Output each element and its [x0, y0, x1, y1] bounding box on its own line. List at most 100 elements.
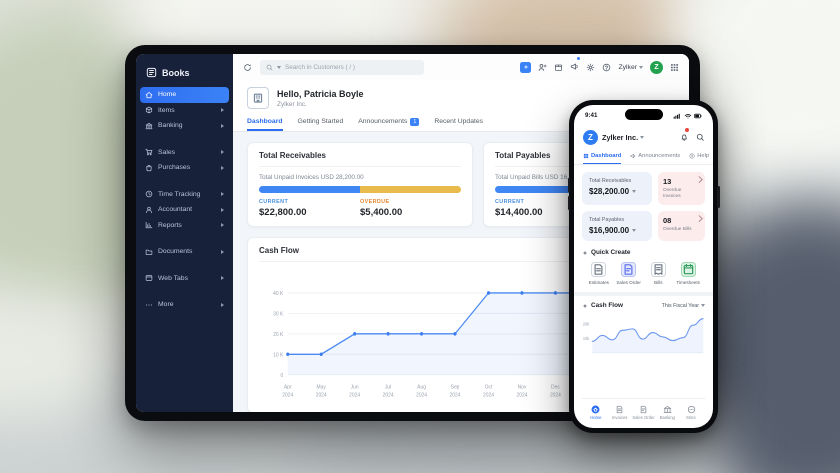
receivables-bar-current	[259, 186, 360, 193]
wifi-icon	[684, 112, 692, 120]
invite-user-icon[interactable]	[538, 63, 547, 72]
books-logo-icon	[146, 67, 157, 78]
user-avatar[interactable]: Z	[650, 60, 663, 74]
svg-text:0: 0	[280, 373, 283, 379]
svg-text:2024: 2024	[282, 392, 293, 398]
expand-arrow-icon[interactable]	[221, 150, 224, 155]
svg-text:2024: 2024	[349, 392, 360, 398]
sidebar-item-purchases[interactable]: Purchases	[140, 160, 229, 176]
expand-arrow-icon[interactable]	[221, 249, 224, 254]
phone-tab-label: Help	[697, 153, 710, 159]
search-placeholder: Search in Customers ( / )	[285, 63, 355, 71]
phone-tab-label: Dashboard	[591, 153, 622, 159]
items-icon	[145, 106, 153, 114]
quick-create-timesheets[interactable]: Timesheets	[673, 262, 703, 285]
receivables-current-value[interactable]: $22,800.00	[259, 207, 307, 218]
overdue-invoices-count: 13	[663, 177, 672, 186]
announcements-icon-wrap[interactable]	[570, 57, 581, 76]
tab-label: Dashboard	[247, 118, 283, 125]
help-icon[interactable]	[602, 63, 611, 72]
section-divider	[574, 292, 713, 297]
phone-notifications-button[interactable]	[680, 127, 690, 146]
nav-banking[interactable]: Banking	[655, 405, 679, 420]
receivables-expand-caret-icon[interactable]	[632, 190, 637, 193]
phone-cash-flow-section: Cash Flow This Fiscal Year 10k 20k	[582, 302, 705, 359]
phone-tabs: Dashboard Announcements Help	[574, 149, 713, 165]
cash-flow-section-icon	[582, 303, 588, 309]
tab-recent-updates[interactable]: Recent Updates	[434, 114, 483, 131]
home-filled-icon	[591, 405, 600, 414]
expand-arrow-icon[interactable]	[221, 108, 224, 113]
phone-payables-card[interactable]: Total Payables $16,900.00	[582, 211, 652, 242]
receivables-overdue-value[interactable]: $5,400.00	[360, 207, 403, 218]
books-logo[interactable]: Books	[136, 60, 233, 87]
cash-flow-chart[interactable]: 0 10 K 20 K 30 K 40 K Apr 2024 May 2024 Jun 2024 Ju…	[259, 266, 663, 404]
apps-grid-icon[interactable]	[670, 63, 679, 72]
sales-order-doc-icon	[621, 262, 637, 278]
search-scope-caret-icon[interactable]	[277, 65, 281, 69]
quick-create-items: Estimates Sales Order Bills Timesheets	[582, 262, 705, 285]
sidebar-item-items[interactable]: Items	[140, 103, 229, 119]
nav-home[interactable]: Home	[584, 405, 608, 420]
fiscal-year-dropdown[interactable]: This Fiscal Year	[662, 303, 705, 309]
settings-gear-icon[interactable]	[586, 63, 595, 72]
total-receivables-card: Total Receivables Total Unpaid Invoices …	[247, 142, 473, 227]
bell-icon	[680, 133, 689, 142]
phone-tab-announcements[interactable]: Announcements	[630, 149, 680, 164]
expand-arrow-icon[interactable]	[221, 223, 224, 228]
sidebar-item-more[interactable]: More	[140, 297, 229, 313]
sidebar-item-banking[interactable]: Banking	[140, 118, 229, 134]
sidebar-item-reports[interactable]: Reports	[140, 218, 229, 234]
global-search-input[interactable]: Search in Customers ( / )	[260, 59, 424, 75]
expand-arrow-icon[interactable]	[221, 302, 224, 307]
phone-cash-flow-chart[interactable]: 10k 20k	[582, 311, 705, 359]
payables-current-value[interactable]: $14,400.00	[495, 207, 543, 218]
quick-action-button[interactable]	[520, 61, 532, 73]
phone-overdue-invoices-card[interactable]: 13 Overdue Invoices	[658, 172, 705, 206]
expand-arrow-icon[interactable]	[221, 192, 224, 197]
expand-arrow-icon[interactable]	[221, 123, 224, 128]
quick-create-sales-order[interactable]: Sales Order	[614, 262, 644, 285]
bank-icon	[663, 405, 672, 414]
sparkle-icon	[523, 64, 529, 70]
sidebar-item-label: Web Tabs	[158, 274, 188, 282]
fiscal-year-label: This Fiscal Year	[661, 302, 699, 309]
sidebar-item-sales[interactable]: Sales	[140, 145, 229, 161]
phone-device: 9:41 Z Zylker Inc.	[567, 100, 720, 433]
fiscal-year-caret-icon	[701, 304, 705, 308]
expand-arrow-icon[interactable]	[221, 276, 224, 281]
quick-create-bills[interactable]: Bills	[644, 262, 674, 285]
phone-status-bar: 9:41	[574, 105, 713, 123]
phone-tab-help[interactable]: Help	[689, 149, 709, 164]
sidebar-item-accountant[interactable]: Accountant	[140, 202, 229, 218]
phone-overdue-bills-card[interactable]: 08 Overdue Bills	[658, 211, 705, 242]
phone-search-icon[interactable]	[696, 133, 705, 142]
subscription-icon[interactable]	[554, 63, 563, 72]
phone-tab-dashboard[interactable]: Dashboard	[583, 149, 622, 164]
phone-body: Total Receivables $28,200.00 13 Overdue …	[574, 165, 713, 428]
phone-org-name: Zylker Inc.	[602, 132, 639, 142]
quick-create-estimates[interactable]: Estimates	[584, 262, 614, 285]
sidebar-item-label: Sales	[158, 148, 176, 156]
nav-sales-order[interactable]: Sales Order	[632, 405, 656, 420]
sidebar-item-web-tabs[interactable]: Web Tabs	[140, 271, 229, 287]
phone-org-switcher[interactable]: Zylker Inc.	[602, 132, 645, 142]
sidebar-item-label: More	[158, 301, 174, 309]
nav-more[interactable]: More	[679, 405, 703, 420]
nav-invoices[interactable]: Invoices	[608, 405, 632, 420]
tab-announcements[interactable]: Announcements 1	[358, 114, 420, 131]
phone-receivables-card[interactable]: Total Receivables $28,200.00	[582, 172, 652, 206]
expand-arrow-icon[interactable]	[221, 165, 224, 170]
sidebar-item-time-tracking[interactable]: Time Tracking	[140, 187, 229, 203]
sidebar-item-home[interactable]: Home	[140, 87, 229, 103]
tab-getting-started[interactable]: Getting Started	[298, 114, 344, 131]
recent-history-icon[interactable]	[243, 63, 252, 72]
phone-org-avatar[interactable]: Z	[583, 129, 598, 145]
quick-create-label: Sales Order	[616, 280, 641, 286]
org-switcher[interactable]: Zylker	[618, 64, 643, 71]
cash-flow-title: Cash Flow	[259, 246, 663, 262]
tab-dashboard[interactable]: Dashboard	[247, 114, 283, 131]
sidebar-item-documents[interactable]: Documents	[140, 244, 229, 260]
payables-expand-caret-icon[interactable]	[632, 229, 637, 233]
expand-arrow-icon[interactable]	[221, 207, 224, 212]
